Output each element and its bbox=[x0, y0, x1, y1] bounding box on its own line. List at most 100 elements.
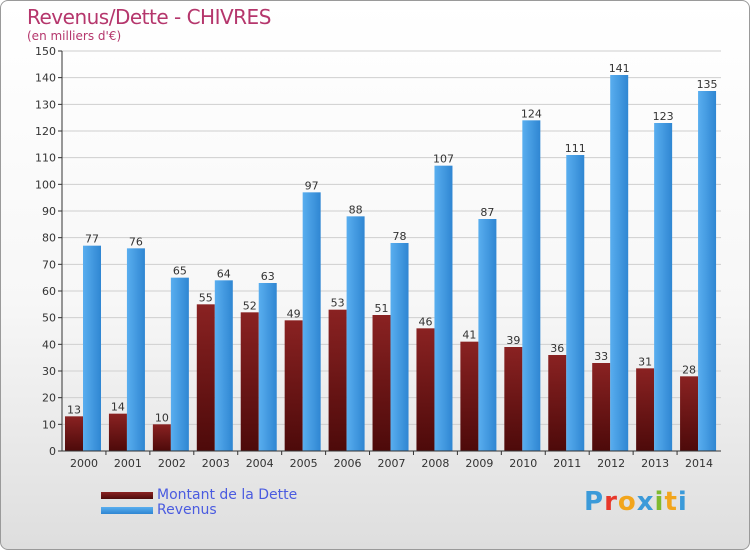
bar-revenue bbox=[214, 280, 233, 451]
y-tick-label: 80 bbox=[42, 232, 56, 245]
data-label-revenue: 107 bbox=[433, 153, 454, 166]
bar-debt bbox=[284, 320, 303, 451]
data-label-debt: 46 bbox=[418, 315, 432, 328]
y-tick-label: 120 bbox=[35, 125, 56, 138]
data-label-revenue: 97 bbox=[305, 179, 319, 192]
data-label-debt: 31 bbox=[638, 355, 652, 368]
y-tick-label: 110 bbox=[35, 152, 56, 165]
bar-revenue bbox=[170, 277, 189, 451]
data-label-debt: 55 bbox=[199, 291, 213, 304]
y-tick-label: 90 bbox=[42, 205, 56, 218]
data-label-revenue: 64 bbox=[217, 267, 231, 280]
x-tick-label: 2010 bbox=[509, 457, 537, 470]
y-tick-label: 40 bbox=[42, 338, 56, 351]
bar-debt bbox=[328, 309, 347, 451]
logo-letter: x bbox=[636, 487, 655, 517]
bar-debt bbox=[460, 341, 479, 451]
legend-label-revenue: Revenus bbox=[157, 502, 217, 518]
logo-letter: P bbox=[584, 487, 605, 517]
data-label-revenue: 77 bbox=[85, 233, 99, 246]
bar-revenue bbox=[390, 243, 409, 451]
legend-swatch-revenue bbox=[101, 507, 153, 514]
chart-title: Revenus/Dette - CHIVRES bbox=[27, 5, 271, 29]
x-tick-label: 2014 bbox=[685, 457, 713, 470]
data-label-debt: 13 bbox=[67, 403, 81, 416]
data-label-debt: 33 bbox=[594, 350, 608, 363]
data-label-debt: 10 bbox=[155, 411, 169, 424]
x-tick-label: 2004 bbox=[246, 457, 274, 470]
bar-debt bbox=[152, 424, 171, 451]
y-tick-label: 150 bbox=[35, 45, 56, 58]
data-label-revenue: 63 bbox=[261, 270, 275, 283]
bar-debt bbox=[680, 376, 699, 451]
data-label-debt: 49 bbox=[287, 307, 301, 320]
x-tick-label: 2008 bbox=[421, 457, 449, 470]
bar-debt bbox=[108, 413, 127, 451]
x-tick-label: 2007 bbox=[378, 457, 406, 470]
data-label-revenue: 87 bbox=[480, 206, 494, 219]
logo-letter: i bbox=[677, 487, 688, 517]
bar-revenue bbox=[566, 155, 585, 451]
data-label-revenue: 123 bbox=[653, 110, 674, 123]
data-label-revenue: 76 bbox=[129, 235, 143, 248]
proxiti-logo: Proxiti bbox=[584, 487, 688, 517]
bar-debt bbox=[592, 363, 611, 451]
data-label-debt: 51 bbox=[375, 302, 389, 315]
data-label-revenue: 78 bbox=[393, 230, 407, 243]
legend-label-debt: Montant de la Dette bbox=[157, 487, 298, 503]
bar-revenue bbox=[698, 91, 717, 451]
y-tick-label: 140 bbox=[35, 72, 56, 85]
y-tick-label: 20 bbox=[42, 392, 56, 405]
y-tick-label: 130 bbox=[35, 98, 56, 111]
y-tick-label: 0 bbox=[49, 445, 56, 458]
x-tick-label: 2005 bbox=[290, 457, 318, 470]
bar-debt bbox=[65, 416, 83, 451]
x-tick-label: 2013 bbox=[641, 457, 669, 470]
bar-debt bbox=[548, 355, 567, 451]
bar-revenue bbox=[610, 75, 629, 451]
bars bbox=[65, 75, 717, 452]
x-tick-label: 2003 bbox=[202, 457, 230, 470]
data-label-revenue: 111 bbox=[565, 142, 586, 155]
x-tick-label: 2000 bbox=[70, 457, 98, 470]
x-tick-label: 2009 bbox=[465, 457, 493, 470]
logo-letter: i bbox=[654, 487, 665, 517]
data-label-debt: 36 bbox=[550, 342, 564, 355]
bar-revenue bbox=[522, 120, 541, 451]
data-label-debt: 39 bbox=[506, 334, 520, 347]
data-label-revenue: 65 bbox=[173, 265, 187, 278]
y-tick-label: 70 bbox=[42, 258, 56, 271]
bar-debt bbox=[240, 312, 259, 451]
data-label-debt: 28 bbox=[682, 363, 696, 376]
chart-subtitle: (en milliers d'€) bbox=[27, 29, 122, 43]
x-tick-label: 2002 bbox=[158, 457, 186, 470]
bar-revenue bbox=[654, 123, 673, 451]
data-label-debt: 14 bbox=[111, 401, 125, 414]
axes: 0 10 20 30 40 50 60 70 80 90 100 110 120 130 140 150 200… bbox=[35, 45, 721, 470]
data-label-revenue: 135 bbox=[697, 78, 718, 91]
bar-debt bbox=[504, 347, 523, 451]
x-tick-label: 2006 bbox=[334, 457, 362, 470]
legend-swatch-debt bbox=[101, 492, 153, 499]
bar-revenue bbox=[126, 248, 145, 451]
logo-letter: r bbox=[604, 487, 618, 517]
bar-revenue bbox=[346, 216, 365, 451]
bar-debt bbox=[372, 315, 391, 451]
bar-debt bbox=[416, 328, 435, 451]
y-tick-label: 10 bbox=[42, 418, 56, 431]
data-label-debt: 52 bbox=[243, 299, 257, 312]
data-label-revenue: 124 bbox=[521, 107, 542, 120]
y-tick-label: 100 bbox=[35, 178, 56, 191]
bar-revenue bbox=[258, 283, 277, 451]
y-tick-label: 60 bbox=[42, 285, 56, 298]
bar-revenue bbox=[302, 192, 321, 452]
data-label-revenue: 141 bbox=[609, 62, 630, 75]
y-tick-label: 30 bbox=[42, 365, 56, 378]
data-label-debt: 41 bbox=[462, 329, 476, 342]
logo-letter: o bbox=[617, 487, 637, 517]
x-tick-label: 2012 bbox=[597, 457, 625, 470]
bar-revenue bbox=[83, 245, 101, 451]
x-tick-label: 2011 bbox=[553, 457, 581, 470]
